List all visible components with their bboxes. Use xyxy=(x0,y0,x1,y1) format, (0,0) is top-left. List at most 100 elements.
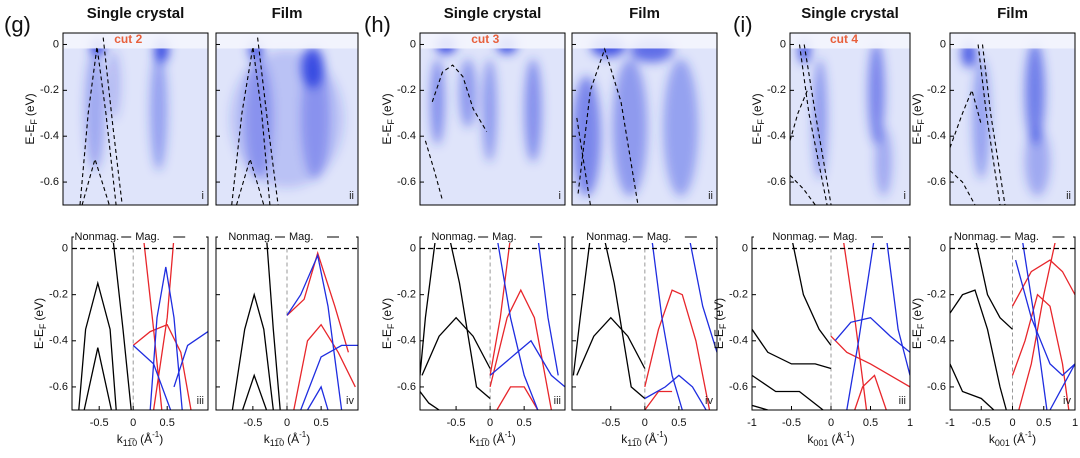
x-label-sub: 11̅0 xyxy=(627,438,641,448)
y-tick-label: -0.2 xyxy=(397,84,416,96)
y-tick-label: -0.6 xyxy=(40,176,59,188)
intensity-blob xyxy=(150,50,168,171)
legend-nonmag: Nonmag. xyxy=(75,231,120,243)
band xyxy=(306,385,329,410)
legend-mag: Mag. xyxy=(833,231,857,243)
x-label-sub: 11̅0 xyxy=(123,438,137,448)
band xyxy=(496,386,539,410)
series-group xyxy=(752,237,910,410)
frame xyxy=(571,32,718,206)
frame xyxy=(419,32,566,206)
band xyxy=(78,280,117,410)
legend-bg xyxy=(422,230,563,243)
band xyxy=(752,404,768,410)
legend-mag: Mag. xyxy=(492,231,516,243)
x-axis-label: k001 (Å-1) xyxy=(807,430,854,448)
frame xyxy=(949,32,1076,206)
band xyxy=(1014,259,1075,377)
panel-title: Single crystal xyxy=(444,5,542,22)
frame xyxy=(789,32,911,206)
x-tick-label: 0.5 xyxy=(313,417,328,429)
frame xyxy=(215,32,359,206)
y-tick-label: -0.6 xyxy=(397,176,416,188)
x-label-close: ) xyxy=(1032,432,1036,446)
band xyxy=(142,237,163,410)
band xyxy=(537,237,559,376)
y-tick-label: -0.2 xyxy=(729,289,748,301)
x-label-unit: (Å xyxy=(287,431,299,446)
fermi-cutoff xyxy=(950,33,1075,49)
band xyxy=(576,316,646,376)
band xyxy=(644,289,711,410)
panel-tag: iii xyxy=(554,395,561,407)
intensity-blob xyxy=(482,58,497,162)
x-tick-label: 1 xyxy=(1072,417,1078,429)
y-label-sub: F xyxy=(916,119,926,125)
series-group xyxy=(950,44,1006,205)
x-axis-label: k11̅0 (Å-1) xyxy=(117,430,163,448)
y-tick-label: -0.4 xyxy=(397,335,416,347)
x-axis-label: k11̅0 (Å-1) xyxy=(469,430,515,448)
y-axis-label: E-EF (eV) xyxy=(910,298,926,349)
band xyxy=(420,391,440,410)
cut-label: cut 2 xyxy=(114,32,142,46)
band xyxy=(489,237,512,376)
x-tick-label: -1 xyxy=(747,417,757,429)
x-tick-label: 0.5 xyxy=(517,417,532,429)
x-label-close: ) xyxy=(306,432,310,446)
y-tick-label: -0.6 xyxy=(927,176,946,188)
intensity xyxy=(230,39,344,188)
y-label-sub: F xyxy=(386,119,396,125)
panel-tag: i xyxy=(202,190,204,202)
band xyxy=(644,390,673,410)
y-label-sub: F xyxy=(718,323,728,329)
band xyxy=(688,237,717,353)
arpes-background xyxy=(63,33,208,205)
y-label-sub: F xyxy=(756,119,766,125)
band xyxy=(854,374,887,410)
panel: 0 -0.2 -0.4 -0.6 E-EF (eV) Single crystal cut 2… xyxy=(23,5,209,206)
legend-bg xyxy=(952,230,1073,243)
series-group xyxy=(950,237,1075,410)
intensity xyxy=(798,36,892,197)
intensity-blob xyxy=(812,58,828,180)
band xyxy=(286,253,343,410)
series-group xyxy=(790,44,832,205)
y-axis-label: E-EF (eV) xyxy=(712,298,728,349)
y-tick-label: -0.4 xyxy=(767,130,786,142)
x-tick-label: 0.5 xyxy=(863,417,878,429)
intensity-blob xyxy=(459,58,477,128)
x-tick-label: -0.5 xyxy=(447,417,466,429)
y-label-main: E-E xyxy=(380,125,394,145)
x-tick-label: -0.5 xyxy=(243,417,262,429)
intensity-blob xyxy=(1025,127,1050,197)
y-label-main: E-E xyxy=(910,329,924,349)
y-tick-label: 0 xyxy=(62,242,68,254)
series-group xyxy=(420,237,565,410)
band xyxy=(132,323,192,410)
x-label-unit: (Å xyxy=(831,431,843,446)
band xyxy=(830,335,910,388)
x-label-sub: 001 xyxy=(995,438,1010,448)
x-tick-label: -0.5 xyxy=(90,417,109,429)
x-tick-label: -0.5 xyxy=(972,417,991,429)
intensity-blob xyxy=(875,127,892,197)
legend-nonmag: Nonmag. xyxy=(954,231,999,243)
band xyxy=(496,237,539,410)
panel: 0 -0.2 -0.4 -0.6 E-EF (eV) Film ii xyxy=(910,5,1076,206)
y-label-unit: (eV) xyxy=(32,298,46,321)
band xyxy=(950,289,1007,410)
x-tick-label: -0.5 xyxy=(601,417,620,429)
y-label-sub: F xyxy=(916,323,926,329)
band xyxy=(1018,237,1057,410)
band xyxy=(83,347,113,410)
y-tick-label: -0.4 xyxy=(397,130,416,142)
dashed-band xyxy=(950,88,982,148)
dashed-band xyxy=(803,44,832,205)
x-axis-label: k001 (Å-1) xyxy=(989,430,1036,448)
y-tick-label: -0.4 xyxy=(40,130,59,142)
band xyxy=(790,237,832,346)
panel-tag: ii xyxy=(349,190,354,202)
band xyxy=(1011,293,1070,410)
